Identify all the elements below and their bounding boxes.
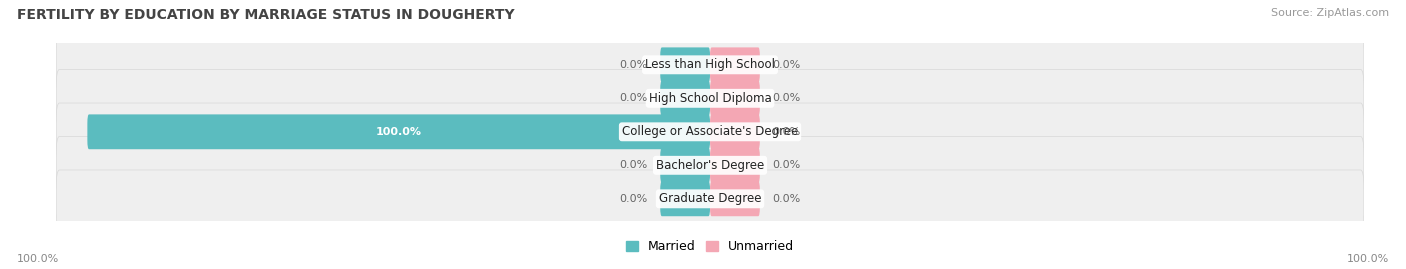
Text: High School Diploma: High School Diploma (648, 92, 772, 105)
Text: College or Associate's Degree: College or Associate's Degree (621, 125, 799, 138)
FancyBboxPatch shape (710, 148, 759, 183)
FancyBboxPatch shape (710, 114, 759, 149)
FancyBboxPatch shape (87, 114, 710, 149)
FancyBboxPatch shape (661, 47, 710, 82)
Text: 0.0%: 0.0% (772, 60, 800, 70)
Text: 100.0%: 100.0% (375, 127, 422, 137)
Text: Source: ZipAtlas.com: Source: ZipAtlas.com (1271, 8, 1389, 18)
Text: 0.0%: 0.0% (772, 127, 800, 137)
Text: 100.0%: 100.0% (1347, 254, 1389, 264)
Text: 0.0%: 0.0% (772, 160, 800, 170)
Text: 0.0%: 0.0% (620, 160, 648, 170)
FancyBboxPatch shape (56, 103, 1364, 161)
Text: Bachelor's Degree: Bachelor's Degree (657, 159, 763, 172)
FancyBboxPatch shape (710, 181, 759, 216)
Text: 0.0%: 0.0% (620, 60, 648, 70)
FancyBboxPatch shape (56, 136, 1364, 194)
Legend: Married, Unmarried: Married, Unmarried (626, 240, 794, 253)
Text: FERTILITY BY EDUCATION BY MARRIAGE STATUS IN DOUGHERTY: FERTILITY BY EDUCATION BY MARRIAGE STATU… (17, 8, 515, 22)
FancyBboxPatch shape (661, 81, 710, 116)
Text: 100.0%: 100.0% (17, 254, 59, 264)
Text: 0.0%: 0.0% (772, 194, 800, 204)
Text: Less than High School: Less than High School (645, 58, 775, 71)
FancyBboxPatch shape (661, 148, 710, 183)
Text: Graduate Degree: Graduate Degree (659, 192, 761, 205)
Text: 0.0%: 0.0% (620, 194, 648, 204)
FancyBboxPatch shape (661, 181, 710, 216)
FancyBboxPatch shape (710, 47, 759, 82)
Text: 0.0%: 0.0% (620, 93, 648, 103)
FancyBboxPatch shape (56, 170, 1364, 228)
FancyBboxPatch shape (710, 81, 759, 116)
FancyBboxPatch shape (56, 36, 1364, 94)
Text: 0.0%: 0.0% (772, 93, 800, 103)
FancyBboxPatch shape (56, 69, 1364, 127)
